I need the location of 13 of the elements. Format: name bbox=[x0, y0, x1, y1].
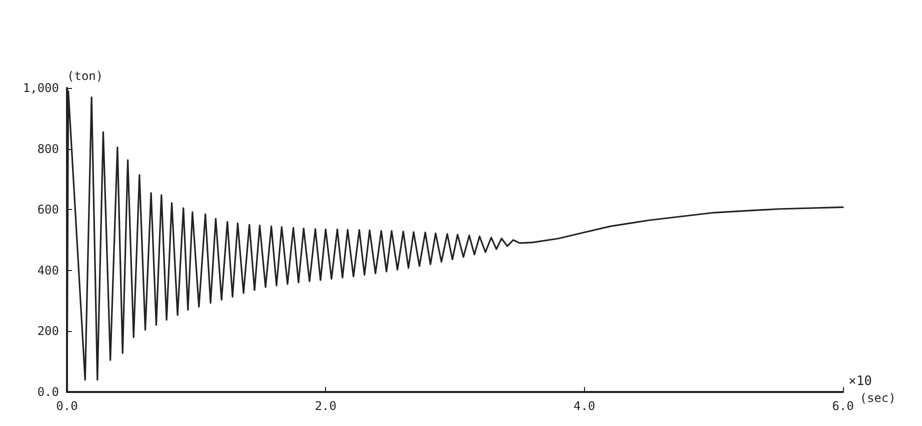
y-tick-label: 200 bbox=[37, 324, 59, 338]
y-tick-label: 400 bbox=[37, 263, 59, 278]
y-tick-label: 600 bbox=[37, 202, 59, 217]
x-tick-label: 4.0 bbox=[573, 399, 596, 413]
y-axis-title: (ton) bbox=[67, 69, 104, 83]
x-axis-title: (sec) bbox=[860, 391, 896, 405]
y-tick-label: 800 bbox=[37, 142, 59, 156]
x-tick-label: 0.0 bbox=[56, 399, 78, 413]
y-tick-label: 0.0 bbox=[37, 385, 59, 399]
y-tick-label: 1,000 bbox=[22, 81, 59, 95]
x-tick-label: 6.0 bbox=[832, 399, 854, 413]
text: ×10 bbox=[848, 374, 872, 389]
x-tick-label: 2.0 bbox=[314, 399, 337, 413]
